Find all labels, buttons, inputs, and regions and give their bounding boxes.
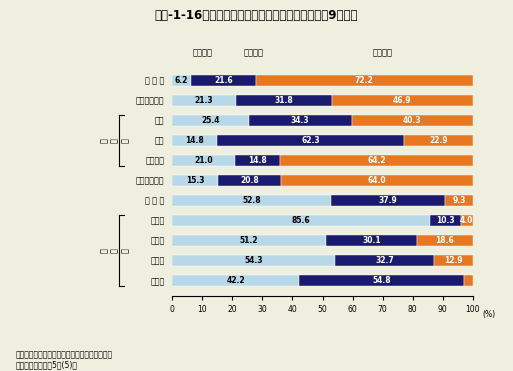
Text: 12.9: 12.9 bbox=[444, 256, 463, 265]
Text: 20.8: 20.8 bbox=[240, 176, 259, 185]
Text: 85.6: 85.6 bbox=[291, 216, 310, 225]
Bar bbox=[172, 115, 248, 126]
Text: 9.3: 9.3 bbox=[452, 196, 466, 205]
Text: 40.3: 40.3 bbox=[403, 116, 422, 125]
Text: 基礎研究: 基礎研究 bbox=[192, 48, 212, 57]
Bar bbox=[445, 195, 473, 206]
Bar bbox=[336, 255, 434, 266]
Bar bbox=[172, 175, 218, 186]
Text: 30.1: 30.1 bbox=[362, 236, 381, 245]
Text: 開発研究: 開発研究 bbox=[373, 48, 393, 57]
Text: 組
織
別: 組 織 別 bbox=[100, 138, 130, 142]
Bar bbox=[464, 275, 473, 286]
Text: 51.2: 51.2 bbox=[240, 236, 259, 245]
Text: 15.3: 15.3 bbox=[186, 176, 204, 185]
Bar bbox=[331, 195, 445, 206]
Text: 62.3: 62.3 bbox=[301, 136, 320, 145]
Text: 18.6: 18.6 bbox=[436, 236, 454, 245]
Bar bbox=[172, 155, 235, 166]
Text: 10.3: 10.3 bbox=[436, 216, 455, 225]
Bar bbox=[280, 155, 473, 166]
Bar bbox=[326, 235, 417, 246]
Text: 資料：総務庁統計局「科学技術研究調査報告」: 資料：総務庁統計局「科学技術研究調査報告」 bbox=[15, 351, 112, 359]
Bar bbox=[172, 215, 429, 226]
Bar bbox=[236, 95, 332, 106]
Text: (%): (%) bbox=[482, 311, 495, 319]
Text: 72.2: 72.2 bbox=[355, 76, 374, 85]
Bar bbox=[429, 215, 461, 226]
Text: 応用研究: 応用研究 bbox=[243, 48, 263, 57]
Text: 34.3: 34.3 bbox=[291, 116, 309, 125]
Text: 54.8: 54.8 bbox=[372, 276, 391, 285]
Bar bbox=[461, 215, 472, 226]
Bar bbox=[172, 195, 331, 206]
Bar bbox=[352, 115, 473, 126]
Text: 46.9: 46.9 bbox=[393, 96, 412, 105]
Text: 6.2: 6.2 bbox=[175, 76, 188, 85]
Text: 22.9: 22.9 bbox=[429, 136, 448, 145]
Text: 14.8: 14.8 bbox=[248, 156, 267, 165]
Bar bbox=[191, 75, 256, 86]
Bar bbox=[216, 135, 404, 146]
Text: 25.4: 25.4 bbox=[201, 116, 220, 125]
Bar bbox=[404, 135, 473, 146]
Bar bbox=[281, 175, 473, 186]
Text: 4.0: 4.0 bbox=[460, 216, 473, 225]
Text: 32.7: 32.7 bbox=[376, 256, 394, 265]
Text: 学
問
別: 学 問 別 bbox=[100, 248, 130, 253]
Bar bbox=[256, 75, 473, 86]
Bar bbox=[172, 255, 336, 266]
Text: 54.3: 54.3 bbox=[245, 256, 263, 265]
Text: 37.9: 37.9 bbox=[379, 196, 398, 205]
Bar bbox=[299, 275, 464, 286]
Bar bbox=[172, 95, 236, 106]
Text: 第２-1-16図　組織別研究費の性格別構成比（平成9年度）: 第２-1-16図 組織別研究費の性格別構成比（平成9年度） bbox=[155, 9, 358, 22]
Text: 64.0: 64.0 bbox=[368, 176, 386, 185]
Bar bbox=[248, 115, 352, 126]
Text: 42.2: 42.2 bbox=[226, 276, 245, 285]
Bar bbox=[434, 255, 472, 266]
Text: 64.2: 64.2 bbox=[367, 156, 386, 165]
Text: 21.0: 21.0 bbox=[194, 156, 213, 165]
Text: 21.6: 21.6 bbox=[214, 76, 232, 85]
Bar bbox=[172, 235, 326, 246]
Bar bbox=[235, 155, 280, 166]
Bar bbox=[332, 95, 473, 106]
Text: 31.8: 31.8 bbox=[274, 96, 293, 105]
Bar bbox=[172, 135, 216, 146]
Bar bbox=[218, 175, 281, 186]
Text: 21.3: 21.3 bbox=[195, 96, 213, 105]
Text: （参照：付属資料5．(5)）: （参照：付属資料5．(5)） bbox=[15, 361, 77, 370]
Bar bbox=[172, 75, 191, 86]
Text: 52.8: 52.8 bbox=[242, 196, 261, 205]
Bar bbox=[172, 275, 299, 286]
Text: 14.8: 14.8 bbox=[185, 136, 204, 145]
Bar bbox=[417, 235, 472, 246]
